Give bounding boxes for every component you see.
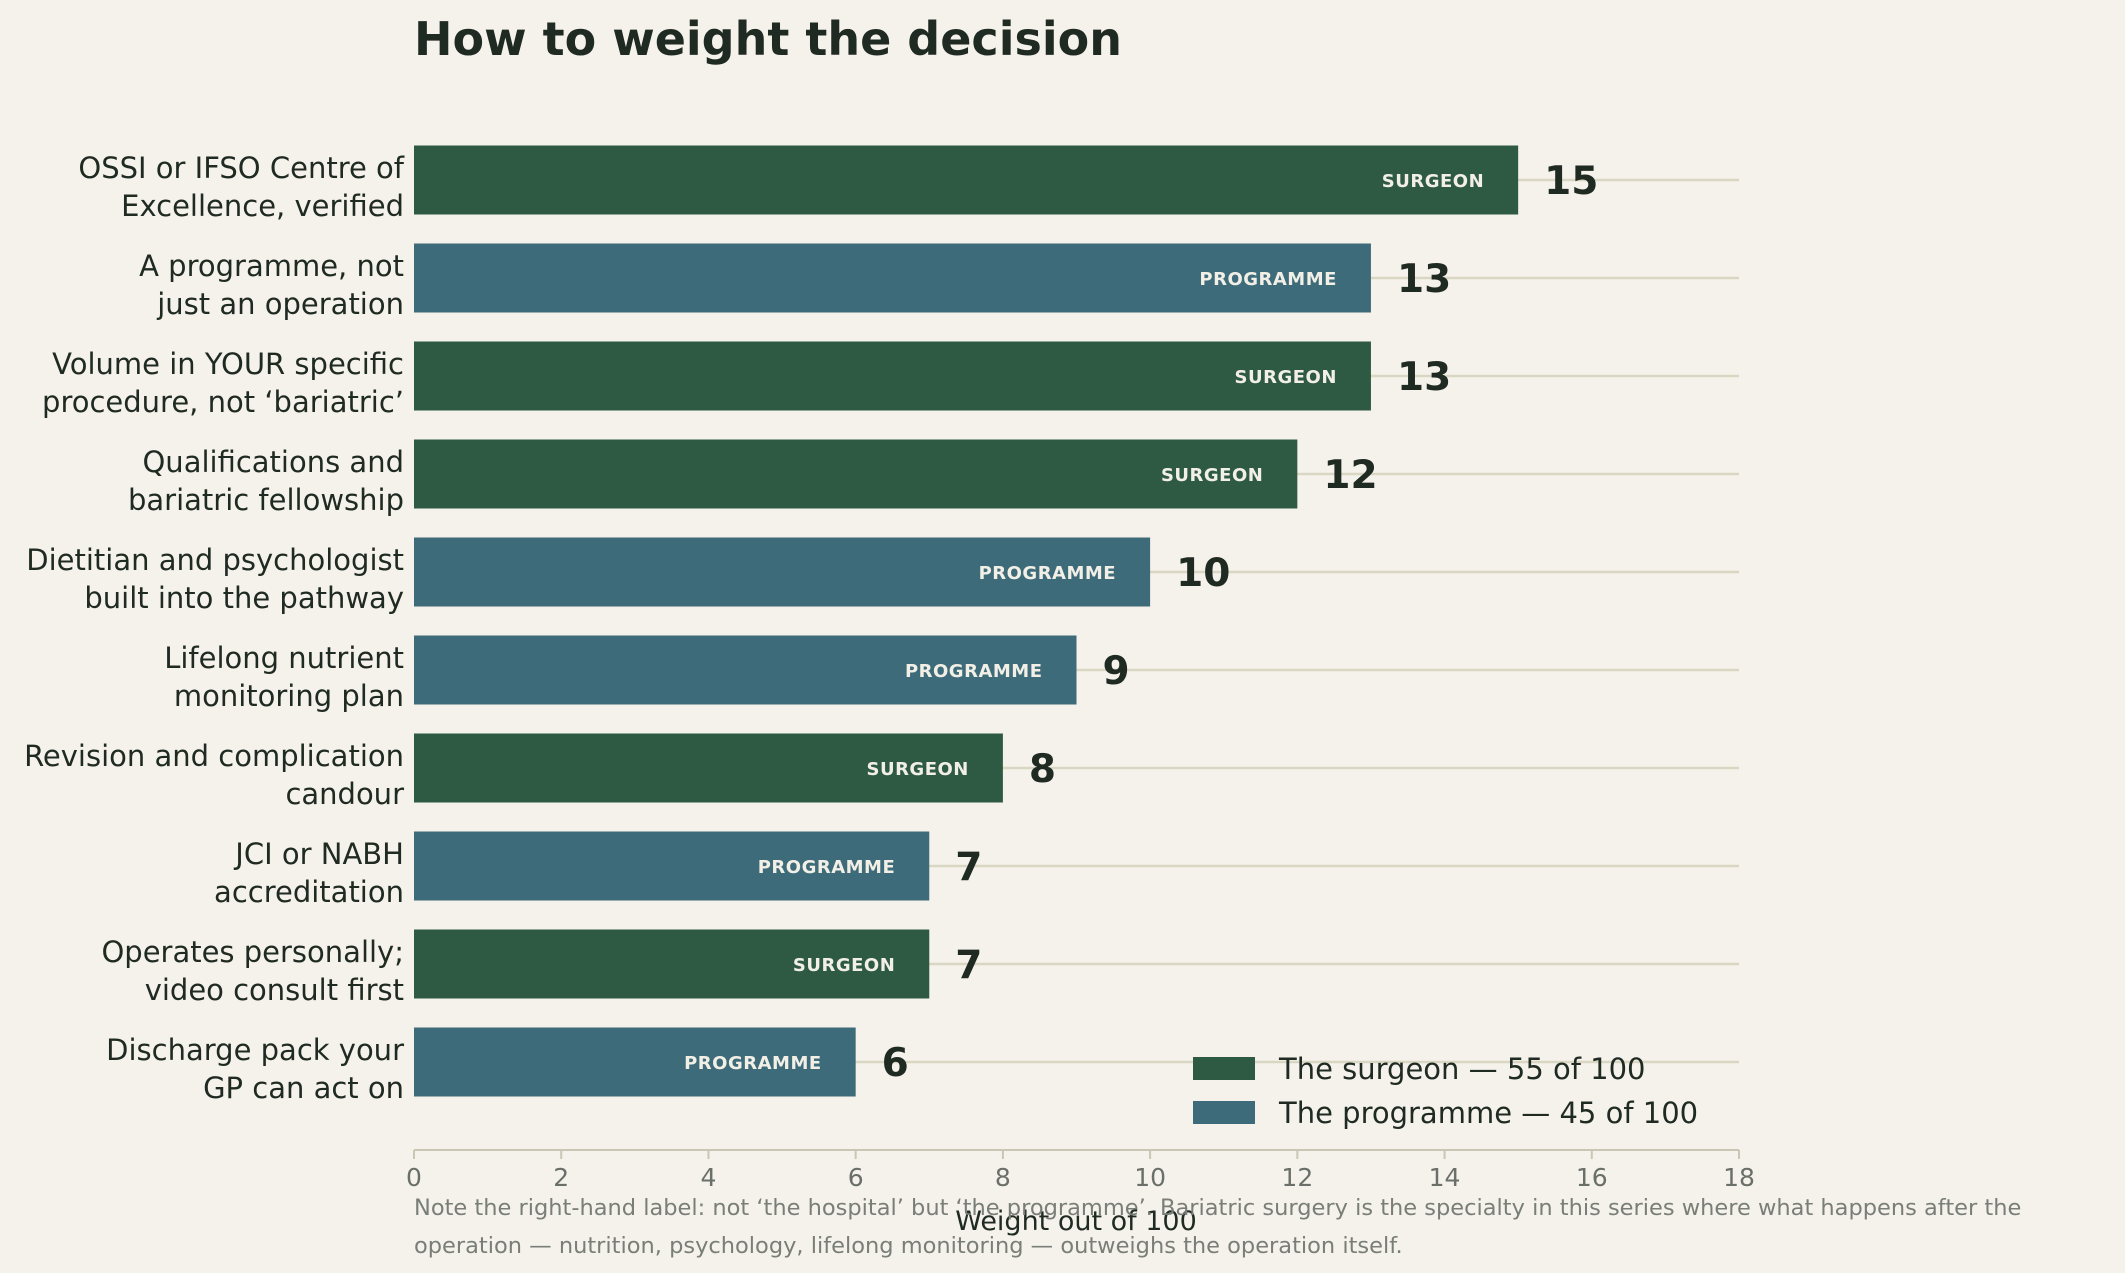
bar-value-label: 12 [1323,453,1377,498]
bars-group: SURGEON 15 PROGRAMME 13 SURGEON 13 SURGEON 12 PR… [414,145,1598,1097]
bar-programme [414,635,1077,705]
footnote-line: operation — nutrition, psychology, lifel… [414,1233,1403,1259]
bar-group-label: SURGEON [866,759,968,780]
bar-group-label: PROGRAMME [1199,269,1337,290]
x-tick-label: 14 [1429,1163,1461,1192]
legend-label-programme: The programme — 45 of 100 [1278,1096,1698,1130]
bar-programme [414,831,930,901]
bar-group-label: PROGRAMME [905,661,1043,682]
category-label: built into the pathway [84,581,404,615]
bar-value-label: 6 [882,1041,909,1086]
x-tick-label: 0 [406,1163,422,1192]
category-label: Dietitian and psychologist [26,543,404,577]
x-axis: 0 2 4 6 8 10 12 14 16 18 [406,1149,1755,1192]
legend-swatch-programme [1193,1101,1255,1124]
category-label: candour [285,777,404,811]
legend-swatch-surgeon [1193,1057,1255,1080]
bar-group-label: PROGRAMME [684,1053,822,1074]
bar-value-label: 9 [1103,649,1130,694]
bar-programme [414,537,1151,607]
footnote-line: Note the right-hand label: not ‘the hosp… [414,1195,2021,1221]
chart-title: How to weight the decision [414,12,1122,66]
category-label: JCI or NABH [233,837,404,871]
category-label: Operates personally; [101,935,404,969]
bar-value-label: 13 [1397,257,1451,302]
category-label: procedure, not ‘bariatric’ [42,385,404,419]
category-label: Lifelong nutrient [164,641,404,675]
category-label: Excellence, verified [121,189,404,223]
bar-programme [414,1027,856,1097]
category-labels: OSSI or IFSO Centre of Excellence, verifi… [24,151,405,1105]
bar-surgeon [414,733,1003,803]
bar-value-label: 8 [1029,747,1056,792]
category-label: Discharge pack your [106,1033,404,1067]
category-label: GP can act on [203,1071,404,1105]
category-label: OSSI or IFSO Centre of [78,151,404,185]
bar-surgeon [414,929,930,999]
legend-label-surgeon: The surgeon — 55 of 100 [1278,1052,1646,1086]
category-label: A programme, not [139,249,404,283]
x-tick-label: 18 [1723,1163,1755,1192]
bar-group-label: SURGEON [1382,171,1484,192]
category-label: monitoring plan [174,679,404,713]
x-tick-label: 2 [553,1163,569,1192]
bar-group-label: PROGRAMME [758,857,896,878]
x-tick-label: 16 [1576,1163,1608,1192]
bar-surgeon [414,145,1519,215]
x-tick-label: 8 [995,1163,1011,1192]
x-tick-label: 4 [700,1163,716,1192]
category-label: Volume in YOUR specific [52,347,404,381]
bar-value-label: 10 [1176,551,1230,596]
bar-group-label: SURGEON [793,955,895,976]
bar-programme [414,243,1371,313]
category-label: accreditation [214,875,404,909]
bar-value-label: 13 [1397,355,1451,400]
category-label: Qualifications and [142,445,404,479]
bar-value-label: 15 [1544,159,1598,204]
bar-group-label: PROGRAMME [979,563,1117,584]
bar-group-label: SURGEON [1235,367,1337,388]
category-label: just an operation [156,287,404,321]
bar-value-label: 7 [955,943,982,988]
bar-surgeon [414,439,1298,509]
x-axis-title: Weight out of 100 [955,1206,1197,1237]
bar-value-label: 7 [955,845,982,890]
category-label: bariatric fellowship [128,483,404,517]
legend: The surgeon — 55 of 100 The programme — 4… [1193,1052,1698,1130]
x-tick-label: 12 [1281,1163,1313,1192]
footnote: Note the right-hand label: not ‘the hosp… [414,1195,2021,1259]
bar-group-label: SURGEON [1161,465,1263,486]
category-label: Revision and complication [24,739,404,773]
x-tick-label: 10 [1134,1163,1166,1192]
x-tick-label: 6 [848,1163,864,1192]
bar-surgeon [414,341,1371,411]
category-label: video consult first [145,973,404,1007]
